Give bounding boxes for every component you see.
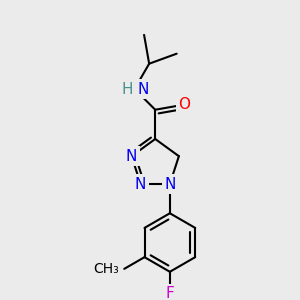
Text: O: O <box>178 97 190 112</box>
Text: N: N <box>126 149 137 164</box>
Text: N: N <box>138 82 149 97</box>
Text: CH₃: CH₃ <box>93 262 119 276</box>
Text: N: N <box>135 176 146 191</box>
Text: F: F <box>166 286 174 300</box>
Text: N: N <box>164 176 176 191</box>
Text: H: H <box>122 82 134 97</box>
